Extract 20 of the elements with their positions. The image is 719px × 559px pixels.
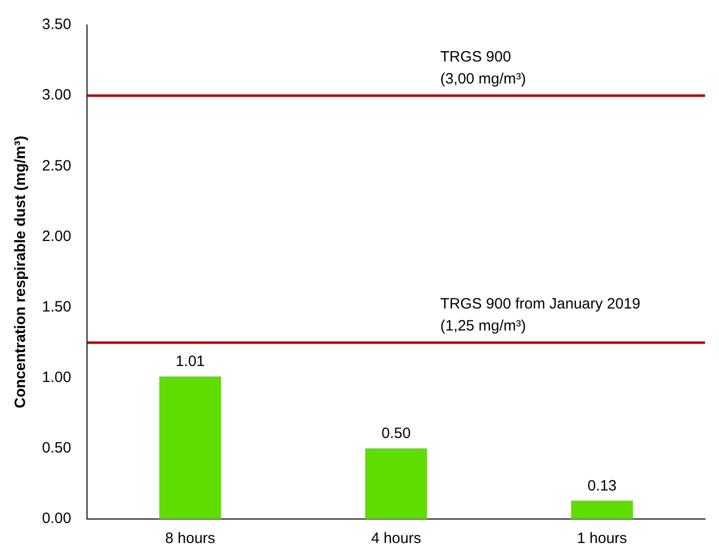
bar xyxy=(159,376,222,519)
ref-line-label: TRGS 900 from January 2019 (1,25 mg/m³) xyxy=(440,296,640,335)
data-label: 1.01 xyxy=(176,353,205,370)
bar xyxy=(365,448,427,519)
y-tick-label: 2.50 xyxy=(42,157,72,174)
y-tick-label: 1.00 xyxy=(42,369,72,386)
x-tick-label: 8 hours xyxy=(165,530,216,548)
x-tick-label: 4 hours xyxy=(371,530,422,548)
y-tick-label: 0.50 xyxy=(42,440,72,457)
y-tick-label: 2.00 xyxy=(42,228,72,245)
data-label: 0.50 xyxy=(381,425,411,442)
y-tick-label: 0.00 xyxy=(42,510,72,528)
x-tick-label: 1 hours xyxy=(577,530,628,548)
y-tick-label: 3.00 xyxy=(42,86,72,104)
y-tick-label: 3.50 xyxy=(42,16,72,34)
data-label: 0.13 xyxy=(587,477,617,494)
bar xyxy=(571,500,633,519)
ref-line-label: TRGS 900 (3,00 mg/m³) xyxy=(440,48,526,88)
y-tick-label: 1.50 xyxy=(42,298,72,316)
y-axis-title: Concentration respirable dust (mg/m³) xyxy=(12,136,30,408)
